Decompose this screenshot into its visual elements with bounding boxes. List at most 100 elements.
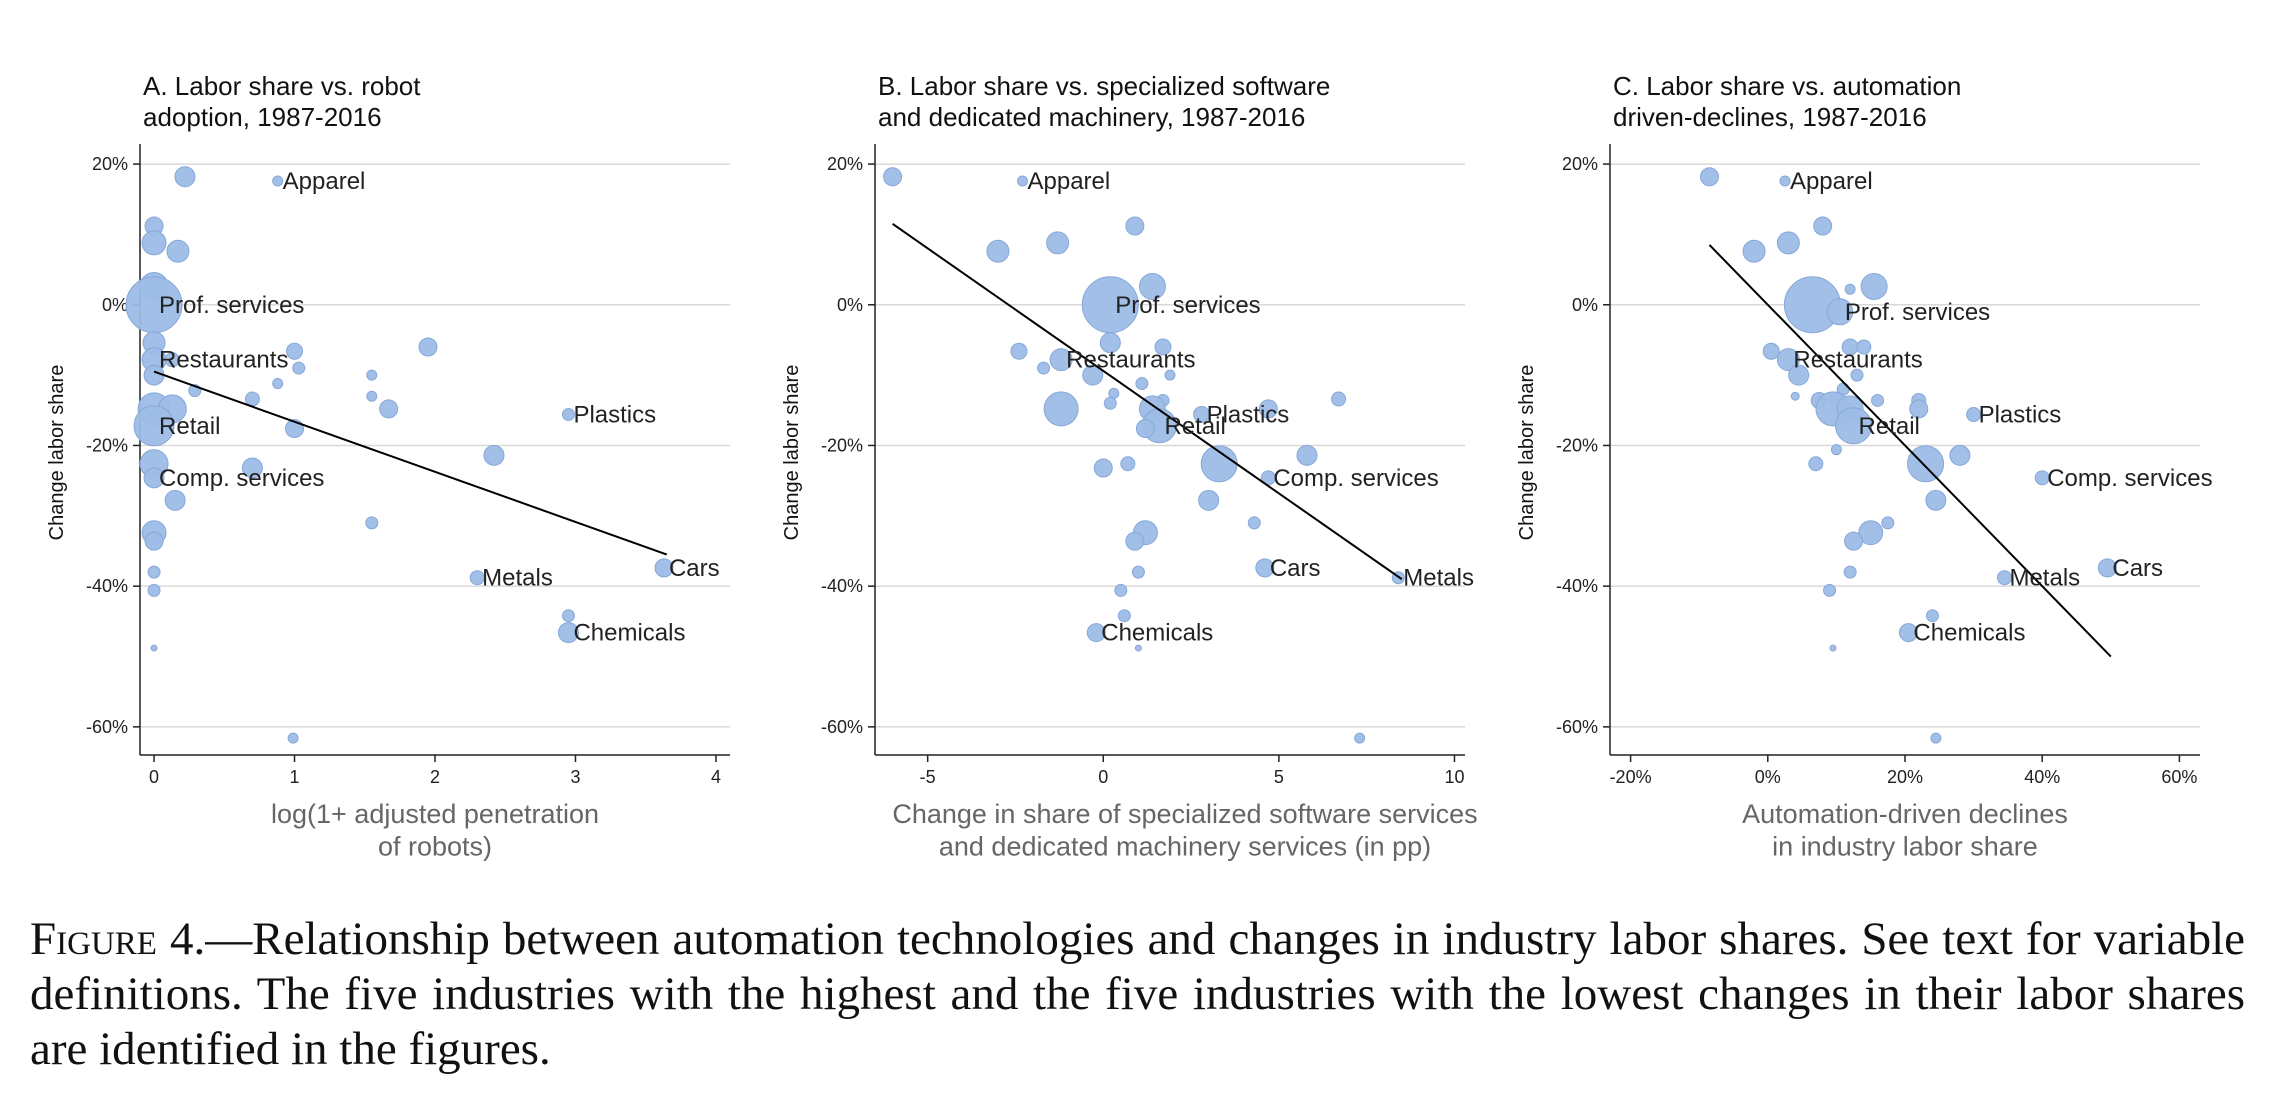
point-label: Plastics (1207, 402, 1290, 429)
point-label: Chemicals (1913, 620, 2025, 647)
x-tick-label: 1 (290, 767, 300, 787)
data-point (1117, 609, 1131, 623)
y-tick-label: -40% (1556, 576, 1598, 596)
panel-title-line-2: adoption, 1987-2016 (143, 102, 382, 132)
data-point (1134, 644, 1142, 652)
data-point (1826, 298, 1854, 326)
data-point (469, 570, 485, 586)
point-label: Apparel (283, 168, 366, 195)
data-point (483, 444, 505, 466)
point-label: Comp. services (2047, 465, 2212, 492)
data-point (1135, 377, 1149, 391)
data-point (1193, 406, 1211, 424)
data-point (1296, 444, 1318, 466)
data-point (1082, 364, 1104, 386)
point-label: Plastics (1979, 402, 2062, 429)
point-label: Restaurants (1066, 347, 1195, 374)
data-point (1135, 419, 1155, 439)
panel-title-line-1: B. Labor share vs. specialized software (878, 71, 1330, 101)
point-label: Chemicals (1101, 620, 1213, 647)
data-point (1829, 644, 1837, 652)
data-point (1046, 231, 1070, 255)
data-point (272, 175, 284, 187)
data-point (1164, 369, 1176, 381)
data-point (1049, 348, 1073, 372)
x-tick-label: 0 (1098, 767, 1108, 787)
caption-text: —Relationship between automation technol… (30, 913, 2245, 1075)
x-tick-label: 0% (1755, 767, 1781, 787)
data-point (164, 489, 186, 511)
panel-title-line-1: A. Labor share vs. robot (143, 71, 421, 101)
y-tick-label: -20% (1556, 435, 1598, 455)
scatter-plot-1: A. Labor share vs. robot adoption, 1987-2… (46, 71, 730, 861)
data-point (147, 565, 161, 579)
data-point (1776, 231, 1800, 255)
y-tick-label: -60% (1556, 717, 1598, 737)
data-point (1125, 531, 1145, 551)
y-tick-label: -40% (821, 576, 863, 596)
x-axis-label: log(1+ adjusted penetration of robots) (271, 799, 599, 861)
data-point (1154, 338, 1172, 356)
data-point (1930, 732, 1942, 744)
data-point (1093, 458, 1113, 478)
y-tick-label: 20% (92, 154, 128, 174)
point-label: Apparel (1790, 168, 1873, 195)
data-point (1699, 167, 1719, 187)
x-axis-label-line-1: Change in share of specialized software … (892, 799, 1477, 829)
data-point (1120, 456, 1136, 472)
x-tick-label: 20% (1887, 767, 1923, 787)
point-label: Prof. services (1115, 292, 1260, 319)
data-point (1860, 272, 1888, 300)
point-label: Apparel (1028, 168, 1111, 195)
x-axis-label-line-2: of robots) (378, 831, 492, 861)
data-point (1844, 531, 1864, 551)
data-point (133, 405, 175, 447)
figure-caption: Figure 4.—Relationship between automatio… (30, 912, 2245, 1077)
data-point (2034, 470, 2050, 486)
data-point (287, 732, 299, 744)
data-point (1125, 216, 1145, 236)
x-tick-label: 10 (1444, 767, 1464, 787)
data-point (1858, 520, 1884, 546)
data-point (241, 457, 263, 479)
data-point (1909, 399, 1929, 419)
y-tick-label: 0% (102, 295, 128, 315)
data-point (1881, 516, 1895, 530)
y-tick-label: -60% (86, 717, 128, 737)
caption-label: Figure 4. (30, 913, 206, 965)
data-point (1247, 516, 1261, 530)
data-point (1813, 216, 1833, 236)
data-point (654, 558, 674, 578)
data-point (1198, 489, 1220, 511)
data-point (1762, 342, 1780, 360)
data-point (1844, 283, 1856, 295)
data-point (557, 622, 579, 644)
data-point (365, 516, 379, 530)
point-label: Restaurants (1793, 347, 1922, 374)
fit-line (153, 370, 668, 556)
point-label: Prof. services (1845, 299, 1990, 326)
data-point (1843, 565, 1857, 579)
y-tick-label: -40% (86, 576, 128, 596)
data-point (1835, 407, 1873, 445)
data-point (150, 644, 158, 652)
x-tick-label: 2 (430, 767, 440, 787)
data-point (1037, 361, 1051, 375)
y-tick-label: -60% (821, 717, 863, 737)
point-label: Cars (1270, 555, 1321, 582)
data-point (1776, 348, 1800, 372)
data-point (292, 361, 306, 375)
x-axis-label: Automation-driven declines in industry la… (1742, 799, 2068, 861)
x-tick-label: 40% (2024, 767, 2060, 787)
data-point (1103, 396, 1117, 410)
panel-title: B. Labor share vs. specialized software a… (878, 71, 1330, 132)
data-point (366, 369, 378, 381)
y-tick-label: -20% (86, 435, 128, 455)
panel-c-automation: C. Labor share vs. automation driven-decl… (1470, 60, 2230, 880)
x-tick-label: 3 (570, 767, 580, 787)
data-point (1966, 407, 1982, 423)
data-point (1949, 444, 1971, 466)
point-label: Metals (482, 565, 553, 592)
data-point (1996, 570, 2012, 586)
